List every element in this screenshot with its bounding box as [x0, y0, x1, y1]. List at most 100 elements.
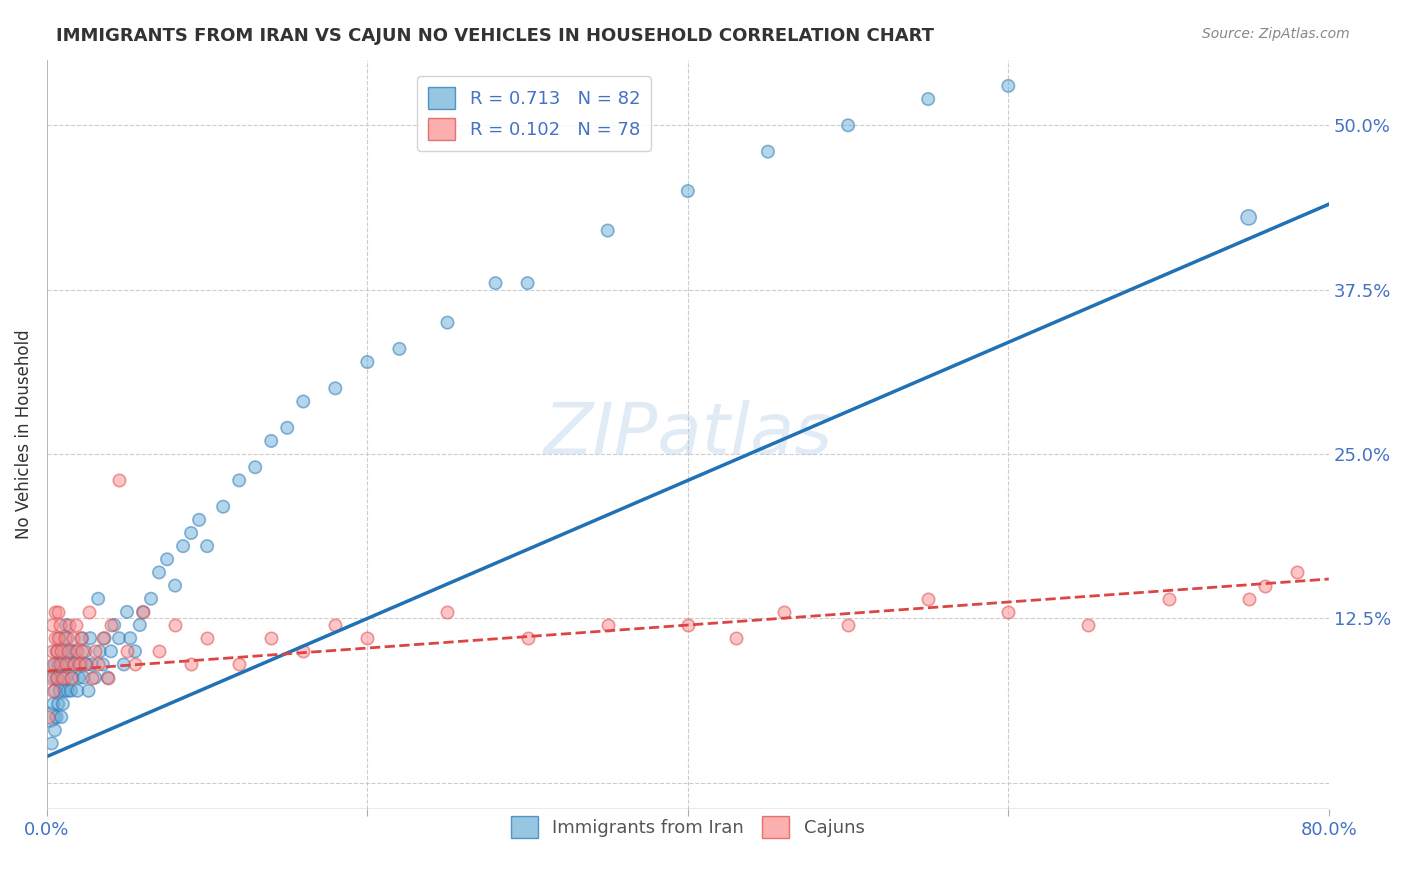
Point [228, 474, 250, 488]
Point [388, 342, 411, 356]
Point [132, 605, 155, 619]
Point [1237, 211, 1260, 225]
Point [676, 618, 699, 632]
Point [46, 697, 69, 711]
Point [180, 657, 202, 672]
Point [44, 683, 66, 698]
Point [77, 605, 100, 619]
Point [45, 644, 67, 658]
Point [172, 539, 194, 553]
Point [356, 355, 378, 369]
Point [51, 644, 73, 658]
Point [323, 618, 346, 632]
Point [48, 657, 70, 672]
Point [724, 631, 747, 645]
Point [37, 710, 59, 724]
Point [484, 276, 506, 290]
Point [124, 644, 146, 658]
Point [436, 605, 458, 619]
Point [66, 644, 89, 658]
Point [292, 394, 315, 409]
Point [165, 578, 187, 592]
Point [55, 618, 77, 632]
Point [103, 618, 125, 632]
Point [195, 539, 218, 553]
Point [56, 683, 79, 698]
Point [56, 631, 79, 645]
Point [59, 683, 82, 698]
Point [66, 683, 89, 698]
Point [132, 605, 155, 619]
Point [53, 683, 76, 698]
Point [53, 644, 76, 658]
Point [55, 657, 77, 672]
Point [188, 513, 211, 527]
Point [115, 644, 138, 658]
Point [87, 591, 110, 606]
Point [44, 657, 66, 672]
Point [1077, 618, 1099, 632]
Point [46, 631, 69, 645]
Point [58, 618, 80, 632]
Point [917, 591, 939, 606]
Point [89, 644, 111, 658]
Point [69, 631, 91, 645]
Point [84, 671, 107, 685]
Point [156, 552, 179, 566]
Point [67, 657, 90, 672]
Y-axis label: No Vehicles in Household: No Vehicles in Household [15, 329, 32, 539]
Point [42, 683, 65, 698]
Point [97, 671, 120, 685]
Point [91, 657, 114, 672]
Point [180, 526, 202, 541]
Point [69, 657, 91, 672]
Point [79, 631, 101, 645]
Point [837, 618, 859, 632]
Point [65, 618, 87, 632]
Point [55, 671, 77, 685]
Point [39, 671, 62, 685]
Point [41, 736, 63, 750]
Point [41, 644, 63, 658]
Point [48, 618, 70, 632]
Point [128, 618, 150, 632]
Point [44, 723, 66, 738]
Point [292, 644, 315, 658]
Point [45, 710, 67, 724]
Point [48, 631, 70, 645]
Text: IMMIGRANTS FROM IRAN VS CAJUN NO VEHICLES IN HOUSEHOLD CORRELATION CHART: IMMIGRANTS FROM IRAN VS CAJUN NO VEHICLE… [56, 27, 934, 45]
Point [80, 657, 103, 672]
Point [58, 657, 80, 672]
Point [773, 605, 796, 619]
Point [356, 631, 378, 645]
Point [676, 184, 699, 198]
Point [91, 631, 114, 645]
Point [48, 683, 70, 698]
Point [80, 671, 103, 685]
Point [139, 591, 162, 606]
Text: ZIPatlas: ZIPatlas [543, 400, 832, 469]
Point [52, 657, 75, 672]
Point [63, 657, 86, 672]
Point [65, 644, 87, 658]
Point [148, 644, 170, 658]
Point [516, 276, 538, 290]
Point [75, 644, 97, 658]
Text: Source: ZipAtlas.com: Source: ZipAtlas.com [1202, 27, 1350, 41]
Legend: Immigrants from Iran, Cajuns: Immigrants from Iran, Cajuns [503, 809, 872, 845]
Point [323, 381, 346, 395]
Point [52, 697, 75, 711]
Point [44, 631, 66, 645]
Point [120, 631, 142, 645]
Point [115, 605, 138, 619]
Point [997, 78, 1019, 93]
Point [51, 671, 73, 685]
Point [195, 631, 218, 645]
Point [837, 119, 859, 133]
Point [84, 644, 107, 658]
Point [39, 710, 62, 724]
Point [70, 644, 93, 658]
Point [97, 671, 120, 685]
Point [436, 316, 458, 330]
Point [62, 671, 84, 685]
